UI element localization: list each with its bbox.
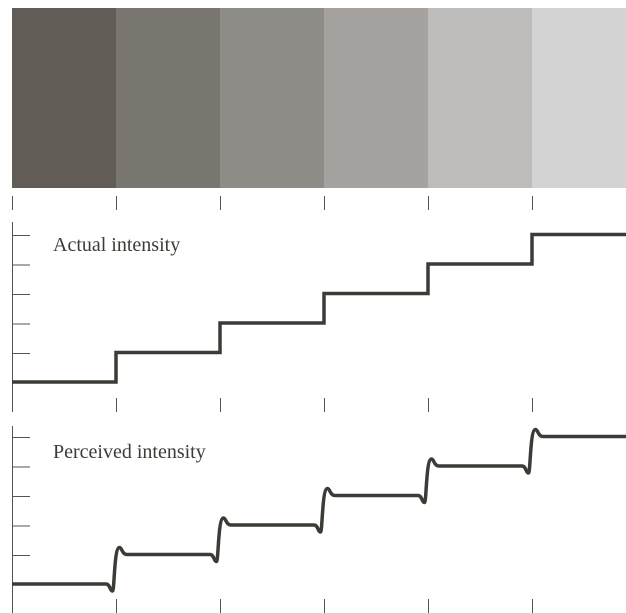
intensity-band-5 — [428, 8, 532, 188]
intensity-band-4 — [324, 8, 428, 188]
intensity-band-6 — [532, 8, 626, 188]
perceived-intensity-line — [12, 427, 626, 593]
perceived-intensity-label: Perceived intensity — [53, 441, 206, 463]
band-boundary-ticks — [12, 196, 533, 210]
actual-intensity-line — [12, 232, 626, 384]
intensity-band-2 — [116, 8, 220, 188]
intensity-band-3 — [220, 8, 324, 188]
actual-intensity-label: Actual intensity — [53, 234, 181, 256]
intensity-band-1 — [12, 8, 116, 188]
